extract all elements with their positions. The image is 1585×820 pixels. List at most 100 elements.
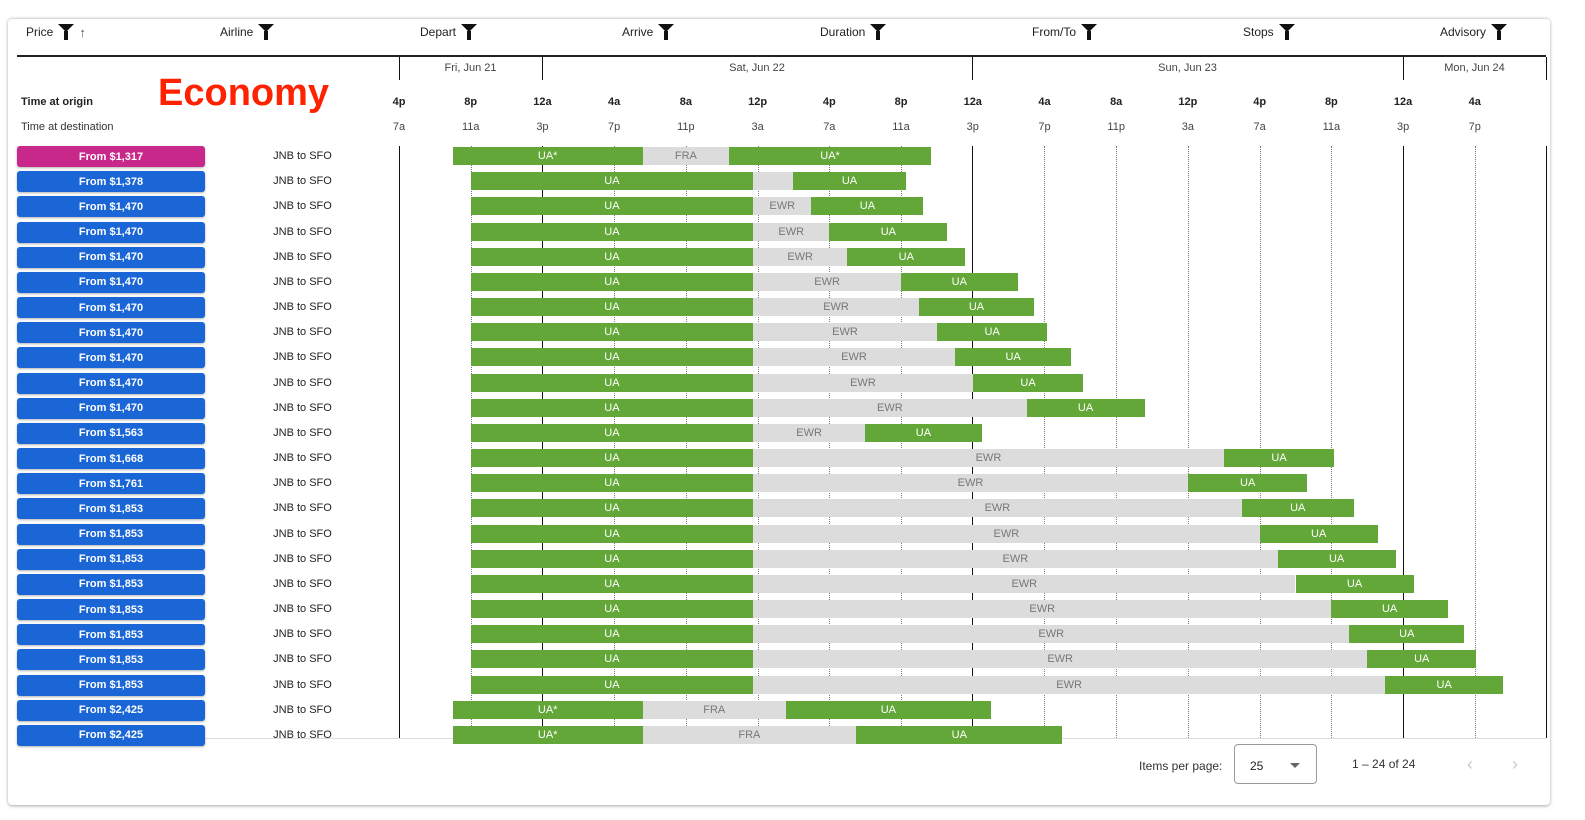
layover-bar[interactable]: EWR bbox=[753, 247, 848, 266]
layover-bar[interactable]: EWR bbox=[753, 574, 1296, 593]
filter-icon[interactable] bbox=[58, 24, 75, 40]
flight-segment-bar[interactable]: UA bbox=[1331, 600, 1448, 619]
flight-segment-bar[interactable]: UA bbox=[1277, 549, 1396, 568]
flight-segment-bar[interactable]: UA bbox=[470, 373, 754, 392]
flight-segment-bar[interactable]: UA bbox=[470, 449, 754, 468]
layover-bar[interactable] bbox=[753, 172, 794, 191]
layover-bar[interactable]: EWR bbox=[753, 524, 1260, 543]
flight-segment-bar[interactable]: UA bbox=[901, 272, 1018, 291]
flight-segment-bar[interactable]: UA* bbox=[452, 725, 643, 744]
column-header-airline[interactable]: Airline bbox=[220, 24, 275, 40]
column-header-duration[interactable]: Duration bbox=[820, 24, 887, 40]
column-header-depart[interactable]: Depart bbox=[420, 24, 478, 40]
flight-segment-bar[interactable]: UA bbox=[1385, 675, 1504, 694]
layover-bar[interactable]: EWR bbox=[753, 650, 1368, 669]
layover-bar[interactable]: EWR bbox=[753, 298, 919, 317]
flight-segment-bar[interactable]: UA bbox=[470, 524, 754, 543]
price-button[interactable]: From $1,563 bbox=[17, 422, 205, 444]
flight-segment-bar[interactable]: UA bbox=[972, 373, 1084, 392]
flight-segment-bar[interactable]: UA bbox=[811, 197, 924, 216]
page-size-select[interactable]: 25 bbox=[1234, 744, 1317, 784]
layover-bar[interactable]: EWR bbox=[753, 625, 1350, 644]
layover-bar[interactable]: FRA bbox=[642, 147, 730, 165]
column-header-advisory[interactable]: Advisory bbox=[1440, 24, 1508, 40]
price-button[interactable]: From $1,470 bbox=[17, 196, 205, 218]
flight-segment-bar[interactable]: UA bbox=[470, 398, 754, 417]
price-button[interactable]: From $1,668 bbox=[17, 448, 205, 470]
price-button[interactable]: From $1,853 bbox=[17, 674, 205, 696]
price-button[interactable]: From $1,470 bbox=[17, 347, 205, 369]
flight-segment-bar[interactable]: UA bbox=[470, 348, 754, 367]
flight-segment-bar[interactable]: UA bbox=[1367, 650, 1477, 669]
flight-segment-bar[interactable]: UA bbox=[470, 247, 754, 266]
filter-icon[interactable] bbox=[870, 24, 887, 40]
layover-bar[interactable]: EWR bbox=[753, 348, 955, 367]
flight-segment-bar[interactable]: UA bbox=[1259, 524, 1378, 543]
price-button[interactable]: From $1,853 bbox=[17, 599, 205, 621]
flight-segment-bar[interactable]: UA bbox=[847, 247, 966, 266]
price-button[interactable]: From $1,378 bbox=[17, 171, 205, 193]
column-header-price[interactable]: Price ↑ bbox=[26, 24, 86, 40]
layover-bar[interactable]: EWR bbox=[753, 398, 1027, 417]
flight-segment-bar[interactable]: UA bbox=[1241, 499, 1354, 518]
price-button[interactable]: From $1,761 bbox=[17, 473, 205, 495]
flight-segment-bar[interactable]: UA bbox=[470, 272, 754, 291]
price-button[interactable]: From $1,853 bbox=[17, 548, 205, 570]
flight-segment-bar[interactable]: UA bbox=[470, 197, 754, 216]
flight-segment-bar[interactable]: UA bbox=[793, 172, 906, 191]
column-header-stops[interactable]: Stops bbox=[1243, 24, 1295, 40]
filter-icon[interactable] bbox=[1491, 24, 1508, 40]
flight-segment-bar[interactable]: UA bbox=[470, 474, 754, 493]
flight-segment-bar[interactable]: UA bbox=[470, 675, 754, 694]
flight-segment-bar[interactable]: UA bbox=[865, 423, 982, 442]
layover-bar[interactable]: EWR bbox=[753, 474, 1188, 493]
filter-icon[interactable] bbox=[658, 24, 675, 40]
layover-bar[interactable]: EWR bbox=[753, 549, 1278, 568]
price-button[interactable]: From $1,853 bbox=[17, 573, 205, 595]
flight-segment-bar[interactable]: UA* bbox=[729, 147, 931, 165]
price-button[interactable]: From $1,853 bbox=[17, 523, 205, 545]
next-page-button[interactable]: › bbox=[1512, 754, 1518, 774]
flight-segment-bar[interactable]: UA* bbox=[452, 700, 643, 719]
flight-segment-bar[interactable]: UA bbox=[470, 423, 754, 442]
filter-icon[interactable] bbox=[1081, 24, 1098, 40]
price-button[interactable]: From $1,853 bbox=[17, 624, 205, 646]
layover-bar[interactable]: EWR bbox=[753, 197, 812, 216]
price-button[interactable]: From $1,470 bbox=[17, 221, 205, 243]
column-header-arrive[interactable]: Arrive bbox=[622, 24, 675, 40]
flight-segment-bar[interactable]: UA bbox=[1295, 574, 1414, 593]
price-button[interactable]: From $1,470 bbox=[17, 271, 205, 293]
price-button[interactable]: From $2,425 bbox=[17, 699, 205, 721]
flight-segment-bar[interactable]: UA bbox=[470, 172, 754, 191]
column-header-fromto[interactable]: From/To bbox=[1032, 24, 1098, 40]
filter-icon[interactable] bbox=[1278, 24, 1295, 40]
layover-bar[interactable]: EWR bbox=[753, 675, 1386, 694]
filter-icon[interactable] bbox=[258, 24, 275, 40]
flight-segment-bar[interactable]: UA bbox=[1223, 449, 1335, 468]
price-button[interactable]: From $1,470 bbox=[17, 246, 205, 268]
flight-segment-bar[interactable]: UA bbox=[856, 725, 1063, 744]
layover-bar[interactable]: EWR bbox=[753, 423, 866, 442]
flight-segment-bar[interactable]: UA bbox=[1187, 474, 1308, 493]
flight-segment-bar[interactable]: UA* bbox=[452, 147, 643, 165]
price-button[interactable]: From $1,853 bbox=[17, 649, 205, 671]
flight-segment-bar[interactable]: UA bbox=[470, 650, 754, 669]
sort-ascending-icon[interactable]: ↑ bbox=[79, 24, 86, 40]
layover-bar[interactable]: FRA bbox=[642, 700, 786, 719]
layover-bar[interactable]: EWR bbox=[753, 222, 830, 241]
price-button[interactable]: From $1,317 bbox=[17, 146, 205, 167]
layover-bar[interactable]: EWR bbox=[753, 449, 1224, 468]
flight-segment-bar[interactable]: UA bbox=[785, 700, 991, 719]
flight-segment-bar[interactable]: UA bbox=[470, 625, 754, 644]
flight-segment-bar[interactable]: UA bbox=[470, 499, 754, 518]
flight-segment-bar[interactable]: UA bbox=[470, 600, 754, 619]
price-button[interactable]: From $2,425 bbox=[17, 724, 205, 746]
layover-bar[interactable]: EWR bbox=[753, 600, 1332, 619]
flight-segment-bar[interactable]: UA bbox=[470, 549, 754, 568]
flight-segment-bar[interactable]: UA bbox=[936, 323, 1048, 342]
price-button[interactable]: From $1,470 bbox=[17, 322, 205, 344]
flight-segment-bar[interactable]: UA bbox=[470, 574, 754, 593]
flight-segment-bar[interactable]: UA bbox=[470, 323, 754, 342]
price-button[interactable]: From $1,470 bbox=[17, 372, 205, 394]
layover-bar[interactable]: EWR bbox=[753, 272, 902, 291]
